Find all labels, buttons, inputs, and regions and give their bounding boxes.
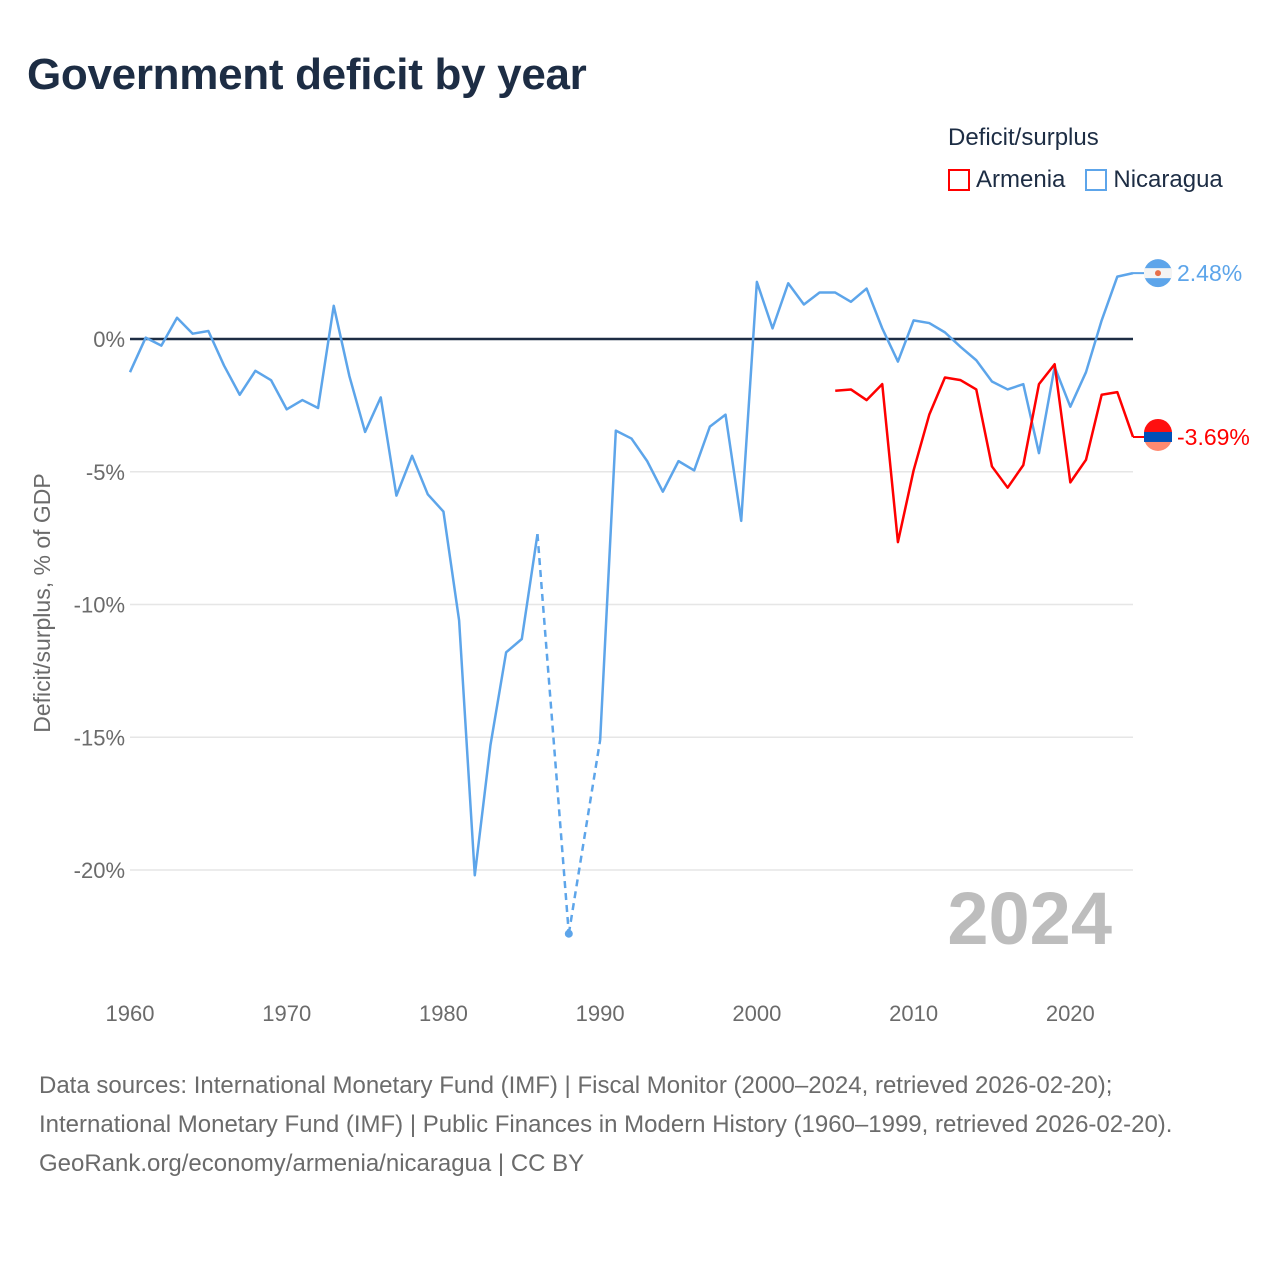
x-tick-label: 2020 bbox=[1046, 1001, 1095, 1026]
series-gap-nicaragua bbox=[567, 739, 602, 934]
x-tick-label: 2010 bbox=[889, 1001, 938, 1026]
end-label-armenia: -3.69% bbox=[1177, 424, 1250, 450]
y-axis-label: Deficit/surplus, % of GDP bbox=[29, 473, 55, 732]
y-tick-label: 0% bbox=[93, 327, 125, 352]
legend-item-nicaragua[interactable]: Nicaragua bbox=[1085, 166, 1223, 194]
legend-swatch-nicaragua bbox=[1085, 169, 1108, 191]
legend-swatch-armenia bbox=[948, 169, 970, 191]
x-tick-label: 2000 bbox=[732, 1001, 781, 1026]
series-line-nicaragua bbox=[598, 271, 1134, 740]
legend-item-armenia[interactable]: Armenia bbox=[948, 166, 1065, 194]
nicaragua-emblem-icon bbox=[1155, 270, 1161, 277]
y-tick-label: -15% bbox=[74, 725, 125, 750]
y-tick-label: -20% bbox=[74, 858, 125, 883]
y-tick-label: -5% bbox=[86, 460, 125, 485]
footer: Data sources: International Monetary Fun… bbox=[39, 1066, 1239, 1183]
chart-title: Government deficit by year bbox=[27, 50, 587, 99]
armenia-flag-red-icon bbox=[1144, 418, 1172, 433]
legend: Armenia Nicaragua bbox=[948, 166, 1223, 194]
x-tick-label: 1990 bbox=[576, 1001, 625, 1026]
series-line-armenia bbox=[835, 362, 1135, 544]
end-label-nicaragua: 2.48% bbox=[1177, 260, 1242, 286]
x-tick-label: 1960 bbox=[106, 1001, 155, 1026]
series-line-nicaragua bbox=[128, 304, 539, 877]
legend-label-armenia: Armenia bbox=[976, 166, 1066, 193]
armenia-flag-blue-icon bbox=[1144, 431, 1172, 442]
x-tick-label: 1980 bbox=[419, 1001, 468, 1026]
data-sources: Data sources: International Monetary Fun… bbox=[39, 1072, 1173, 1138]
legend-title: Deficit/surplus bbox=[948, 124, 1099, 151]
credit-link[interactable]: GeoRank.org/economy/armenia/nicaragua | … bbox=[39, 1150, 585, 1177]
year-watermark: 2024 bbox=[947, 877, 1112, 960]
series-gap-nicaragua bbox=[536, 534, 571, 934]
x-tick-label: 1970 bbox=[262, 1001, 311, 1026]
legend-label-nicaragua: Nicaragua bbox=[1113, 166, 1223, 193]
y-tick-label: -10% bbox=[74, 593, 125, 618]
